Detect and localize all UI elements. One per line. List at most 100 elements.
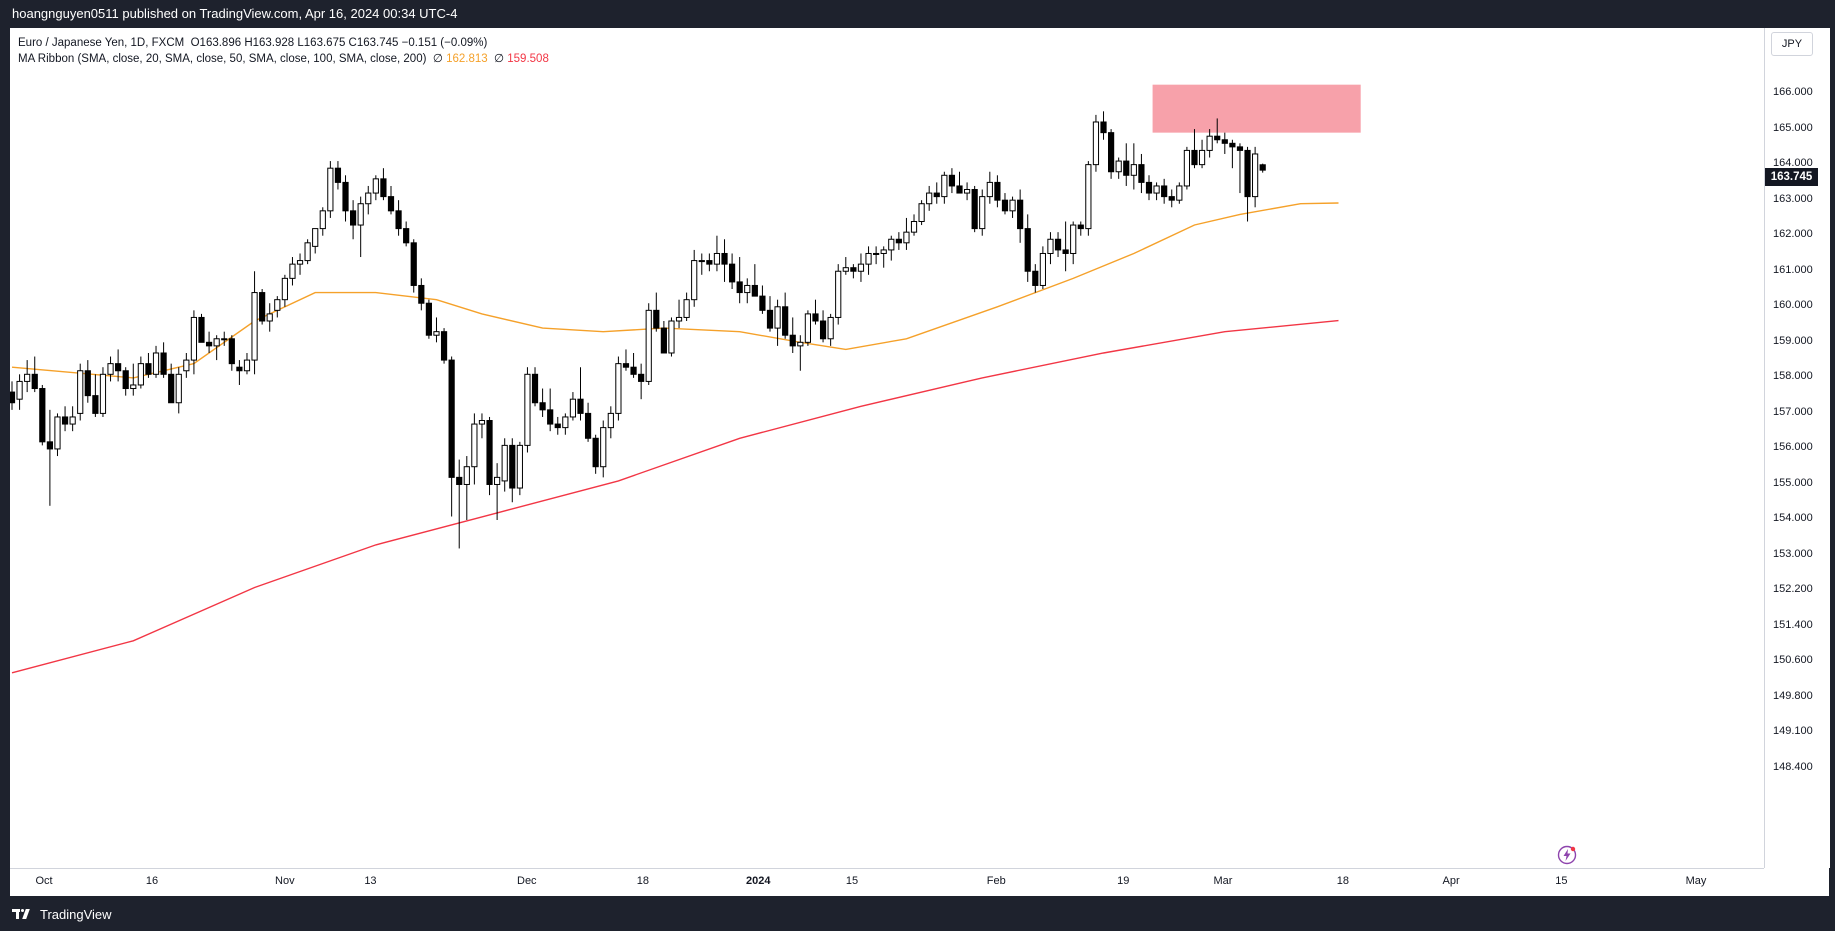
candle [160, 352, 167, 375]
candle [372, 178, 379, 194]
time-axis[interactable]: Oct 16 Nov 13 Dec 18 2024 15 Feb 19 Mar 18 Apr 15 May [10, 868, 1764, 897]
candle [1168, 196, 1175, 201]
candle [691, 260, 698, 301]
candle [554, 423, 561, 429]
candle [1092, 121, 1100, 166]
time-tick: 13 [364, 875, 377, 887]
candle [137, 363, 144, 386]
candle [630, 366, 637, 375]
candle [751, 284, 758, 297]
candle [698, 260, 705, 263]
candle [274, 299, 281, 311]
candle [789, 334, 796, 347]
candle [1259, 164, 1266, 171]
candle [1221, 139, 1228, 144]
ma200-line [11, 319, 1339, 674]
candle [61, 416, 69, 425]
price-tick: 155.000 [1773, 476, 1813, 489]
candle [615, 363, 622, 414]
candle [569, 398, 577, 418]
candle [1214, 135, 1221, 141]
price-tick: 160.000 [1773, 299, 1813, 311]
candle [448, 359, 455, 478]
candle [888, 238, 895, 251]
candle [668, 320, 675, 354]
candle [948, 174, 956, 187]
candle [933, 192, 940, 198]
candle [1054, 238, 1062, 251]
candle [797, 341, 804, 347]
candle [812, 313, 819, 322]
candle [145, 363, 152, 375]
price-tick: 157.000 [1773, 405, 1813, 418]
footer-bar: TradingView [0, 896, 1835, 931]
candle [433, 331, 440, 336]
candle [54, 416, 61, 450]
candle [850, 267, 857, 272]
legend-ma50-value: 162.813 [446, 53, 488, 65]
candle [819, 320, 827, 340]
candle [562, 416, 569, 429]
candle [1123, 160, 1130, 176]
lightning-bolt-icon[interactable] [1557, 845, 1577, 865]
candle [645, 309, 652, 382]
candle [941, 174, 948, 198]
candle [531, 373, 539, 404]
candle [1070, 224, 1077, 254]
candle [736, 281, 743, 294]
price-tick: 159.000 [1773, 334, 1813, 347]
candle [744, 284, 751, 294]
candle [342, 181, 349, 212]
legend-ma200-value: 159.508 [507, 53, 549, 65]
candle [312, 228, 319, 247]
price-tick: 149.800 [1773, 689, 1813, 702]
candle [539, 402, 546, 411]
price-tick: 153.000 [1773, 547, 1813, 560]
candlestick-plot[interactable] [10, 28, 1764, 868]
candle [350, 210, 357, 226]
time-tick: 18 [1336, 875, 1350, 887]
candle [1252, 153, 1259, 198]
candle [251, 292, 258, 361]
legend-ohlc: O163.896 H163.928 L163.675 C163.745 −0.1… [190, 37, 488, 49]
candle [660, 327, 667, 354]
resistance-zone [1152, 84, 1361, 133]
price-tick: 154.000 [1773, 512, 1813, 524]
candle [577, 398, 584, 414]
candle [675, 316, 683, 322]
candle [827, 316, 834, 340]
price-tick: 158.000 [1773, 370, 1813, 382]
candle [1108, 132, 1115, 173]
ma-off-icon: ∅ [432, 53, 443, 65]
publish-info: hoangnguyen0511 published on TradingView… [12, 6, 458, 21]
price-tick: 163.000 [1773, 192, 1813, 205]
candle [1032, 270, 1039, 286]
candle [24, 373, 31, 382]
tradingview-logo[interactable]: TradingView [12, 905, 112, 923]
candle [766, 309, 774, 329]
candle [1115, 160, 1122, 173]
currency-button[interactable]: JPY [1771, 32, 1813, 56]
candle [1001, 199, 1009, 212]
candle [1153, 185, 1160, 194]
candle [729, 263, 736, 283]
candle [327, 167, 334, 212]
candle [440, 331, 448, 361]
candle [926, 192, 933, 205]
candle [963, 189, 971, 194]
candle [39, 388, 46, 443]
candle [1229, 142, 1236, 148]
candle [259, 292, 266, 322]
candle [46, 441, 53, 450]
time-tick: 19 [1117, 875, 1130, 887]
candle [986, 181, 993, 198]
candle [289, 263, 296, 279]
time-tick: Oct [35, 875, 53, 887]
candle [403, 228, 410, 244]
candle [759, 295, 766, 311]
time-tick: Mar [1213, 875, 1233, 887]
candle [418, 284, 425, 304]
chart-area[interactable] [10, 28, 1829, 896]
candle [653, 309, 660, 329]
price-axis[interactable]: 166.000 165.000 164.000 163.000 162.000 161.0… [1764, 28, 1830, 868]
